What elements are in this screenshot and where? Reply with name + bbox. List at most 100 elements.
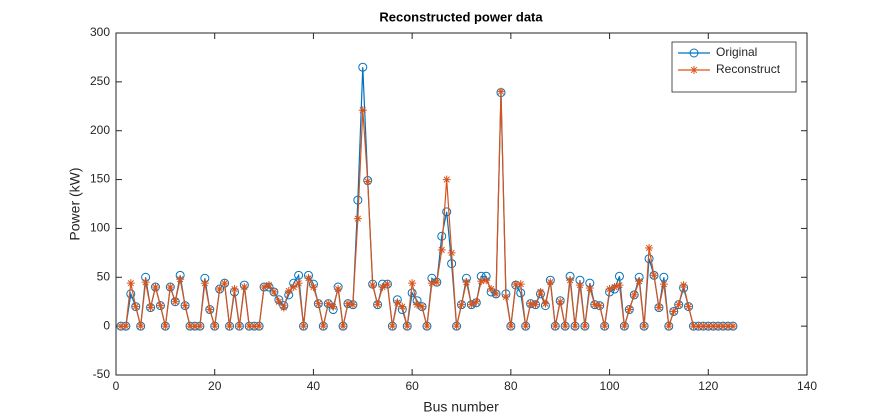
marker <box>190 322 199 331</box>
marker-stroke <box>310 283 317 291</box>
marker <box>348 300 357 309</box>
marker-stroke <box>216 285 223 293</box>
marker-stroke <box>226 322 233 330</box>
marker-stroke <box>428 279 436 287</box>
marker <box>689 48 699 58</box>
marker-stroke <box>487 285 495 293</box>
marker <box>225 322 234 331</box>
marker <box>482 276 491 285</box>
marker <box>250 322 259 331</box>
marker <box>580 322 589 331</box>
marker <box>690 66 698 74</box>
marker-stroke <box>339 322 347 330</box>
marker <box>566 276 575 285</box>
legend-box <box>671 41 797 93</box>
marker-stroke <box>695 322 702 330</box>
marker-stroke <box>162 322 169 330</box>
marker-stroke <box>660 280 668 288</box>
marker-stroke <box>275 298 283 305</box>
marker <box>294 279 303 288</box>
marker-stroke <box>206 306 213 313</box>
marker-stroke <box>547 279 554 286</box>
marker <box>541 299 550 308</box>
marker-stroke <box>502 293 510 300</box>
marker-stroke <box>359 107 366 114</box>
marker <box>255 322 264 331</box>
marker-stroke <box>463 279 470 286</box>
marker <box>284 286 293 295</box>
marker-stroke <box>566 277 574 284</box>
marker <box>551 322 560 331</box>
marker <box>388 322 397 331</box>
marker <box>353 195 363 205</box>
marker <box>368 281 377 290</box>
legend: Original Reconstruct <box>671 41 797 93</box>
x-tick-label: 0 <box>113 379 120 393</box>
marker-stroke <box>512 280 519 288</box>
marker-stroke <box>665 322 672 330</box>
marker-stroke <box>211 322 218 330</box>
marker <box>200 279 209 288</box>
marker <box>358 106 367 115</box>
marker-stroke <box>700 322 707 330</box>
marker <box>210 322 219 331</box>
marker-stroke <box>680 281 687 289</box>
marker-stroke <box>631 291 638 299</box>
marker-stroke <box>690 66 698 74</box>
marker <box>269 287 278 296</box>
marker <box>358 62 368 72</box>
marker <box>699 322 708 331</box>
marker <box>684 302 693 311</box>
marker <box>240 283 249 292</box>
y-tick-label: 200 <box>90 123 110 137</box>
marker-stroke <box>724 322 732 330</box>
marker <box>363 177 372 186</box>
marker <box>457 300 466 309</box>
marker-stroke <box>404 322 411 330</box>
marker-stroke <box>285 287 292 295</box>
marker <box>521 322 530 331</box>
marker-stroke <box>517 280 524 288</box>
marker <box>383 280 392 289</box>
marker <box>121 322 130 331</box>
marker <box>353 214 362 223</box>
marker <box>378 283 387 292</box>
marker-stroke <box>453 322 460 330</box>
marker <box>324 299 333 308</box>
marker-stroke <box>591 301 598 308</box>
marker-stroke <box>236 322 243 330</box>
marker-stroke <box>379 283 386 291</box>
marker-stroke <box>408 279 416 287</box>
marker <box>526 299 535 308</box>
marker-stroke <box>492 290 500 298</box>
marker-stroke <box>364 178 371 185</box>
marker <box>640 322 649 331</box>
marker-stroke <box>640 322 648 330</box>
marker-stroke <box>710 322 717 330</box>
marker <box>422 322 431 331</box>
marker <box>600 322 609 331</box>
marker-stroke <box>483 277 490 284</box>
marker <box>585 284 594 293</box>
marker-stroke <box>305 275 312 282</box>
marker-stroke <box>670 308 677 315</box>
marker <box>334 285 343 294</box>
x-tick-label: 40 <box>307 379 321 393</box>
marker <box>407 288 417 298</box>
marker <box>230 285 239 294</box>
marker <box>709 322 718 331</box>
y-tick-label: 50 <box>97 269 111 283</box>
marker-stroke <box>675 301 682 308</box>
marker <box>645 243 654 252</box>
marker <box>452 322 461 331</box>
marker <box>304 274 313 283</box>
marker <box>319 322 328 331</box>
marker-stroke <box>320 322 327 330</box>
marker-stroke <box>522 322 529 330</box>
marker-stroke <box>438 246 445 254</box>
marker <box>171 297 180 306</box>
marker-stroke <box>265 281 273 289</box>
marker-stroke <box>221 279 228 287</box>
marker-stroke <box>527 300 534 307</box>
marker <box>590 300 599 309</box>
